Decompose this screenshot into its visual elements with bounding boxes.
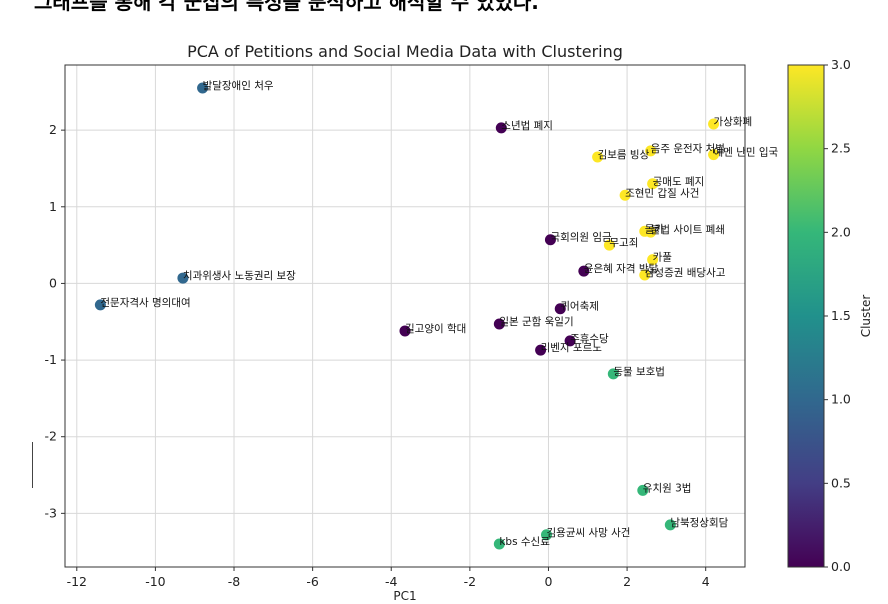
colorbar-tick-label: 1.5 — [831, 308, 851, 323]
colorbar-ticks: 0.0 0.5 1.0 1.5 2.0 2.5 3.0 — [824, 57, 851, 574]
data-point — [94, 299, 106, 311]
data-point — [197, 82, 209, 94]
point-label: 삼성증권 배당사고 — [645, 267, 726, 279]
point-label: 조현민 갑질 사건 — [625, 187, 699, 199]
data-point — [607, 368, 619, 380]
x-tick-label: 4 — [702, 574, 710, 589]
y-tick-label: 0 — [49, 275, 57, 290]
point-label: 음주 운전자 처벌 — [651, 143, 725, 155]
y-tick-label: 2 — [49, 122, 57, 137]
data-point — [564, 335, 576, 347]
data-point — [177, 272, 189, 284]
x-tick-label: 2 — [623, 574, 631, 589]
point-label: 가상화폐 — [714, 116, 753, 128]
chart-title: PCA of Petitions and Social Media Data w… — [187, 42, 623, 61]
colorbar-tick-label: 1.0 — [831, 392, 851, 407]
point-label: 김보름 빙상 — [598, 149, 650, 161]
point-label: 공매도 폐지 — [653, 176, 705, 188]
data-point — [493, 538, 505, 550]
colorbar-tick-label: 0.5 — [831, 475, 851, 490]
data-point — [708, 149, 720, 161]
x-tick-label: 0 — [544, 574, 552, 589]
data-point — [619, 189, 631, 201]
point-label: 유치원 3법 — [643, 482, 692, 494]
data-point — [544, 234, 556, 246]
colorbar-tick-label: 0.0 — [831, 559, 851, 574]
data-point — [639, 269, 651, 281]
y-tick-label: -2 — [45, 429, 57, 444]
point-label: 퀴어축제 — [560, 301, 599, 313]
x-tick-label: -12 — [67, 574, 87, 589]
point-label: 주휴수당 — [570, 333, 609, 345]
grid — [65, 65, 745, 567]
data-point — [708, 118, 720, 130]
x-tick-label: -6 — [306, 574, 319, 589]
x-tick-label: -2 — [464, 574, 476, 589]
colorbar-tick-label: 2.5 — [831, 141, 851, 156]
x-tick-label: -4 — [385, 574, 398, 589]
colorbar-label: Cluster — [859, 295, 873, 338]
point-label: 남북정상회담 — [670, 517, 728, 529]
data-point — [647, 254, 659, 266]
point-label: 길고양이 학대 — [405, 322, 466, 335]
data-point — [493, 318, 505, 330]
point-label: 몰카 — [645, 223, 665, 235]
colorbar — [787, 64, 825, 568]
data-point — [645, 226, 657, 238]
data-point — [541, 529, 553, 541]
point-label: 리벤지 포르노 — [541, 342, 603, 354]
point-label: 소년법 폐지 — [501, 120, 553, 132]
x-axis-label: PC1 — [393, 589, 416, 603]
point-label: 국회의원 임금 — [550, 231, 612, 244]
colorbar-tick-label: 3.0 — [831, 57, 851, 72]
x-tick-label: -10 — [145, 574, 165, 589]
data-point — [603, 239, 615, 251]
y-tick-label: -1 — [45, 352, 57, 367]
data-point — [554, 303, 566, 315]
data-point — [645, 145, 657, 157]
data-point — [578, 265, 590, 277]
data-point — [399, 325, 411, 337]
point-label: 발달장애인 처우 — [203, 80, 274, 92]
point-label: 일본 군함 욱일기 — [499, 315, 573, 328]
point-label: 전문자격사 명의대여 — [100, 296, 190, 309]
y-tick-label: -3 — [45, 505, 57, 520]
data-point — [647, 178, 659, 190]
point-label: 동물 보호법 — [613, 366, 665, 378]
point-label: 김용균씨 사망 사건 — [547, 527, 631, 539]
data-point — [664, 519, 676, 531]
point-label: 윤은혜 자격 박탈 — [584, 262, 659, 275]
data-point — [495, 122, 507, 134]
data-point — [592, 151, 604, 163]
point-label: 불법 사이트 폐쇄 — [651, 224, 725, 236]
y-tick-label: 1 — [49, 199, 57, 214]
divider-mark — [32, 442, 33, 488]
point-label: 치과위생사 노동권리 보장 — [183, 269, 296, 282]
point-label: 카풀 — [653, 252, 673, 264]
point-label: kbs 수신료 — [499, 536, 550, 548]
data-point — [535, 344, 547, 356]
point-label: 무고죄 — [609, 237, 638, 249]
plot-area-frame — [64, 64, 746, 568]
caption-text: 그래프를 통해 각 군집의 특성을 분석하고 해석할 수 있었다. — [34, 0, 539, 14]
point-label: 예멘 난민 입국 — [714, 146, 779, 159]
colorbar-tick-label: 2.0 — [831, 224, 851, 239]
x-tick-label: -8 — [228, 574, 241, 589]
data-point — [637, 484, 649, 496]
data-points — [94, 82, 720, 550]
